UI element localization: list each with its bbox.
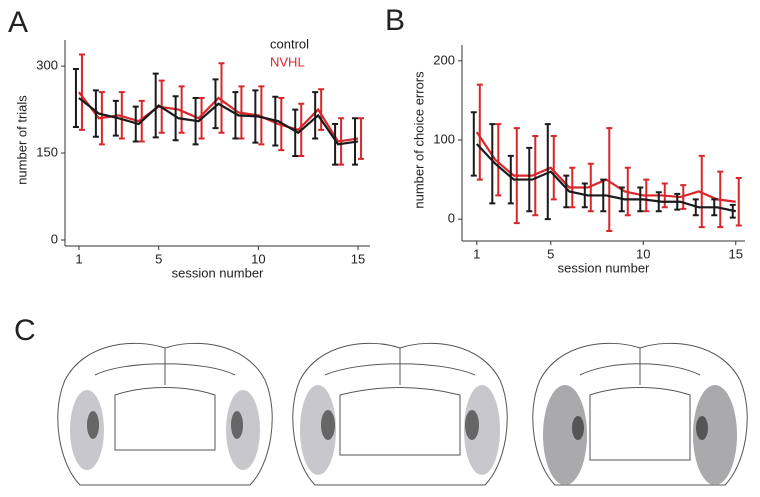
y-tick-label: 150 <box>36 144 58 159</box>
series-line <box>477 132 736 202</box>
x-tick-label: 15 <box>729 246 743 261</box>
series-line <box>79 98 358 144</box>
error-bar <box>73 69 79 127</box>
y-tick-label: 200 <box>433 52 455 67</box>
series-line <box>477 144 736 211</box>
x-tick-label: 5 <box>155 251 162 266</box>
y-tick-label: 0 <box>448 211 455 226</box>
error-bar <box>358 118 364 159</box>
x-tick-label: 1 <box>473 246 480 261</box>
x-tick-label: 1 <box>75 251 82 266</box>
panel-label: C <box>14 314 36 347</box>
x-axis-label: session number <box>558 260 650 275</box>
y-tick-label: 0 <box>51 231 58 246</box>
brain-section <box>533 343 747 485</box>
brain-sections <box>58 343 747 485</box>
x-tick-label: 10 <box>636 246 650 261</box>
brain-section <box>293 343 507 485</box>
figure: A B C 0150300151015session numbernumber … <box>0 0 760 497</box>
error-bar <box>471 112 477 175</box>
y-axis-label: number of trials <box>14 95 29 185</box>
panel-label: A <box>8 6 28 39</box>
y-tick-label: 300 <box>36 58 58 73</box>
x-tick-label: 15 <box>351 251 365 266</box>
x-tick-label: 5 <box>547 246 554 261</box>
brain-section <box>58 343 272 485</box>
x-axis-label: session number <box>172 265 264 280</box>
legend-label: control <box>270 36 309 51</box>
y-axis-label: number of choice errors <box>411 71 426 209</box>
x-tick-label: 10 <box>251 251 265 266</box>
legend-label: NVHL <box>270 54 305 69</box>
y-tick-label: 100 <box>433 131 455 146</box>
panel-label: B <box>385 4 405 37</box>
error-bar <box>736 178 742 226</box>
